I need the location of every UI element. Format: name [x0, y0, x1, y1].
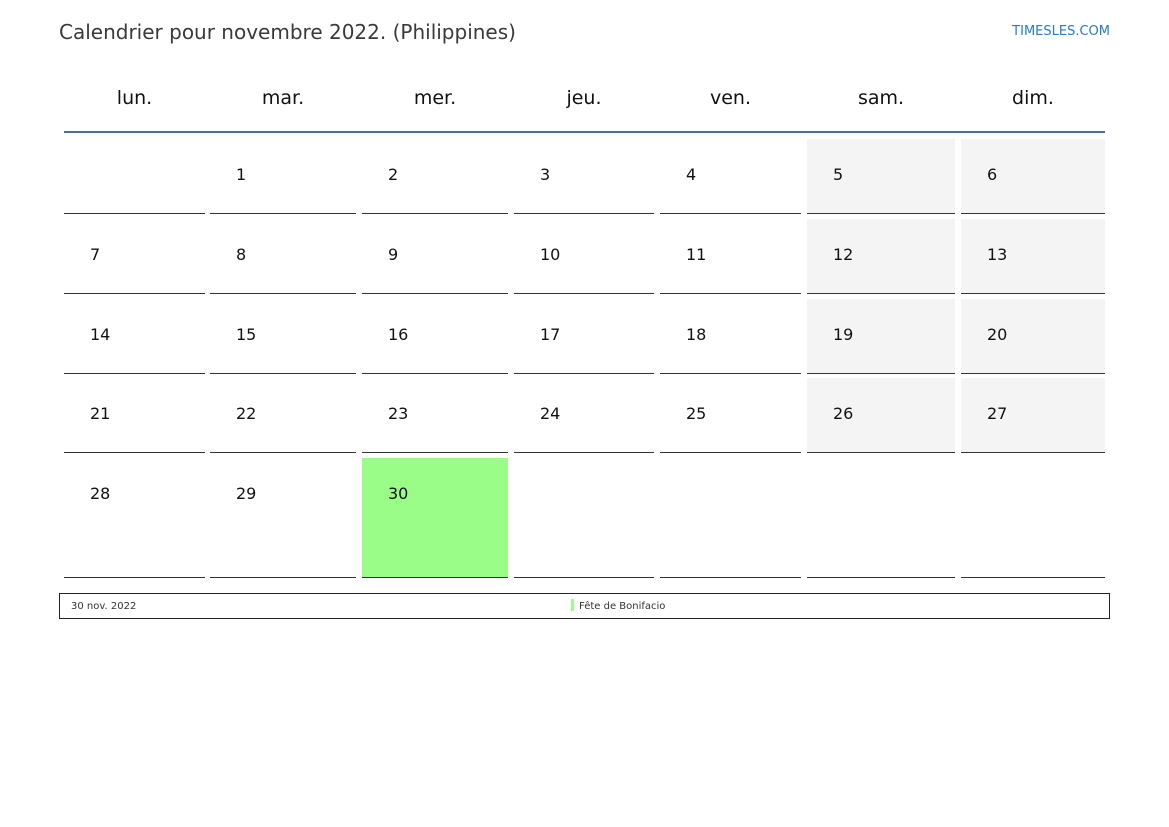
day-number: 6: [987, 165, 998, 184]
legend-color-swatch: [571, 599, 574, 611]
day-number: 30: [388, 484, 409, 503]
day-cell-27: 27: [961, 378, 1105, 453]
day-cell-9: 9: [362, 214, 508, 294]
weekday-header: jeu.: [566, 87, 602, 109]
day-number: 10: [540, 245, 561, 264]
day-cell-18: 18: [660, 294, 801, 374]
day-number: 28: [90, 484, 111, 503]
day-cell-8: 8: [210, 214, 356, 294]
day-number: 8: [236, 245, 247, 264]
weekday-header: sam.: [857, 87, 905, 109]
weekday-header: dim.: [1012, 87, 1054, 109]
day-number: 11: [686, 245, 707, 264]
empty-day-cell: [961, 453, 1105, 578]
day-cell-29: 29: [210, 453, 356, 578]
day-number: 20: [987, 325, 1008, 344]
day-cell-5: 5: [807, 139, 955, 214]
day-cell-15: 15: [210, 294, 356, 374]
empty-day-cell: [514, 453, 654, 578]
page-title: Calendrier pour novembre 2022. (Philippi…: [59, 20, 516, 44]
day-number: 3: [540, 165, 551, 184]
day-number: 2: [388, 165, 399, 184]
day-number: 9: [388, 245, 399, 264]
day-cell-26: 26: [807, 378, 955, 453]
day-number: 25: [686, 404, 707, 423]
day-cell-24: 24: [514, 374, 654, 453]
day-number: 26: [833, 404, 854, 423]
empty-day-cell: [660, 453, 801, 578]
day-cell-6: 6: [961, 139, 1105, 214]
day-cell-21: 21: [64, 374, 205, 453]
day-number: 24: [540, 404, 561, 423]
day-number: 27: [987, 404, 1008, 423]
day-number: 23: [388, 404, 409, 423]
legend-holiday-name: Fête de Bonifacio: [579, 601, 666, 612]
day-number: 12: [833, 245, 854, 264]
day-number: 4: [686, 165, 697, 184]
day-number: 17: [540, 325, 561, 344]
day-cell-13: 13: [961, 219, 1105, 294]
day-number: 16: [388, 325, 409, 344]
day-number: 22: [236, 404, 257, 423]
day-cell-16: 16: [362, 294, 508, 374]
day-cell-14: 14: [64, 294, 205, 374]
day-number: 7: [90, 245, 101, 264]
header-divider: [64, 131, 1105, 133]
legend-date: 30 nov. 2022: [71, 601, 137, 612]
day-number: 18: [686, 325, 707, 344]
day-cell-12: 12: [807, 219, 955, 294]
day-cell-25: 25: [660, 374, 801, 453]
day-number: 14: [90, 325, 111, 344]
day-cell-17: 17: [514, 294, 654, 374]
day-cell-7: 7: [64, 214, 205, 294]
brand-link[interactable]: TIMESLES.COM: [1012, 24, 1110, 39]
empty-day-cell: [807, 453, 955, 578]
empty-day-cell: [64, 139, 205, 214]
day-number: 19: [833, 325, 854, 344]
day-cell-4: 4: [660, 139, 801, 214]
day-number: 29: [236, 484, 257, 503]
day-cell-1: 1: [210, 139, 356, 214]
day-number: 13: [987, 245, 1008, 264]
day-cell-23: 23: [362, 374, 508, 453]
day-number: 1: [236, 165, 247, 184]
day-cell-2: 2: [362, 139, 508, 214]
holiday-legend: 30 nov. 2022 Fête de Bonifacio: [59, 593, 1110, 619]
weekday-header: lun.: [116, 87, 153, 109]
day-number: 21: [90, 404, 111, 423]
day-cell-20: 20: [961, 299, 1105, 374]
day-cell-11: 11: [660, 214, 801, 294]
day-cell-28: 28: [64, 453, 205, 578]
weekday-header: mer.: [413, 87, 457, 109]
day-cell-19: 19: [807, 299, 955, 374]
weekday-header: ven.: [709, 87, 751, 109]
day-number: 5: [833, 165, 844, 184]
weekday-header: mar.: [261, 87, 305, 109]
day-cell-22: 22: [210, 374, 356, 453]
day-number: 15: [236, 325, 257, 344]
day-cell-30: 30: [362, 458, 508, 578]
day-cell-10: 10: [514, 214, 654, 294]
day-cell-3: 3: [514, 139, 654, 214]
